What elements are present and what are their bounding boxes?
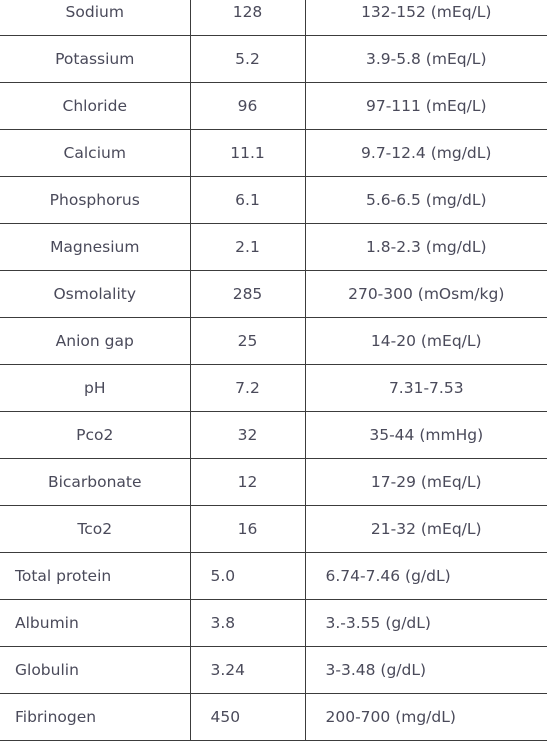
test-name-cell: Globulin	[0, 646, 190, 694]
reference-range-cell: 200-700 (mg/dL)	[304, 693, 547, 741]
reference-range-cell: 3.-3.55 (g/dL)	[304, 599, 547, 647]
table-row: Globulin 3.24 3-3.48 (g/dL)	[0, 646, 547, 694]
table-row: Chloride 96 97-111 (mEq/L)	[0, 82, 547, 130]
reference-range-cell: 35-44 (mmHg)	[304, 411, 547, 459]
result-value-cell: 32	[189, 411, 305, 459]
test-name-cell: Fibrinogen	[0, 693, 190, 741]
reference-range-cell: 270-300 (mOsm/kg)	[304, 270, 547, 318]
test-name-cell: Potassium	[0, 35, 190, 83]
result-value-cell: 285	[189, 270, 305, 318]
table-row: Anion gap 25 14-20 (mEq/L)	[0, 317, 547, 365]
table-row: Total protein 5.0 6.74-7.46 (g/dL)	[0, 552, 547, 600]
result-value-cell: 11.1	[189, 129, 305, 177]
result-value-cell: 3.24	[189, 646, 305, 694]
test-name-cell: Tco2	[0, 505, 190, 553]
result-value-cell: 16	[189, 505, 305, 553]
result-value-cell: 12	[189, 458, 305, 506]
table-row: Fibrinogen 450 200-700 (mg/dL)	[0, 693, 547, 741]
table-row: Albumin 3.8 3.-3.55 (g/dL)	[0, 599, 547, 647]
result-value-cell: 450	[189, 693, 305, 741]
test-name-cell: Albumin	[0, 599, 190, 647]
table-row: Phosphorus 6.1 5.6-6.5 (mg/dL)	[0, 176, 547, 224]
result-value-cell: 5.2	[189, 35, 305, 83]
table-row: Tco2 16 21-32 (mEq/L)	[0, 505, 547, 553]
table-row: Pco2 32 35-44 (mmHg)	[0, 411, 547, 459]
test-name-cell: Osmolality	[0, 270, 190, 318]
reference-range-cell: 21-32 (mEq/L)	[304, 505, 547, 553]
table-row: Sodium 128 132-152 (mEq/L)	[0, 0, 547, 36]
reference-range-cell: 6.74-7.46 (g/dL)	[304, 552, 547, 600]
result-value-cell: 6.1	[189, 176, 305, 224]
reference-range-cell: 9.7-12.4 (mg/dL)	[304, 129, 547, 177]
result-value-cell: 128	[189, 0, 305, 36]
result-value-cell: 3.8	[189, 599, 305, 647]
test-name-cell: Anion gap	[0, 317, 190, 365]
result-value-cell: 96	[189, 82, 305, 130]
test-name-cell: pH	[0, 364, 190, 412]
test-name-cell: Bicarbonate	[0, 458, 190, 506]
result-value-cell: 5.0	[189, 552, 305, 600]
reference-range-cell: 5.6-6.5 (mg/dL)	[304, 176, 547, 224]
table-row: Bicarbonate 12 17-29 (mEq/L)	[0, 458, 547, 506]
reference-range-cell: 17-29 (mEq/L)	[304, 458, 547, 506]
table-row: Calcium 11.1 9.7-12.4 (mg/dL)	[0, 129, 547, 177]
test-name-cell: Phosphorus	[0, 176, 190, 224]
reference-range-cell: 1.8-2.3 (mg/dL)	[304, 223, 547, 271]
reference-range-cell: 132-152 (mEq/L)	[304, 0, 547, 36]
test-name-cell: Total protein	[0, 552, 190, 600]
test-name-cell: Magnesium	[0, 223, 190, 271]
reference-range-cell: 97-111 (mEq/L)	[304, 82, 547, 130]
result-value-cell: 7.2	[189, 364, 305, 412]
reference-range-cell: 14-20 (mEq/L)	[304, 317, 547, 365]
test-name-cell: Chloride	[0, 82, 190, 130]
table-row: Osmolality 285 270-300 (mOsm/kg)	[0, 270, 547, 318]
test-name-cell: Pco2	[0, 411, 190, 459]
table-row: Magnesium 2.1 1.8-2.3 (mg/dL)	[0, 223, 547, 271]
table-row: Potassium 5.2 3.9-5.8 (mEq/L)	[0, 35, 547, 83]
reference-range-cell: 3.9-5.8 (mEq/L)	[304, 35, 547, 83]
table-row: pH 7.2 7.31-7.53	[0, 364, 547, 412]
test-name-cell: Calcium	[0, 129, 190, 177]
result-value-cell: 2.1	[189, 223, 305, 271]
reference-range-cell: 3-3.48 (g/dL)	[304, 646, 547, 694]
test-name-cell: Sodium	[0, 0, 190, 36]
result-value-cell: 25	[189, 317, 305, 365]
reference-range-cell: 7.31-7.53	[304, 364, 547, 412]
